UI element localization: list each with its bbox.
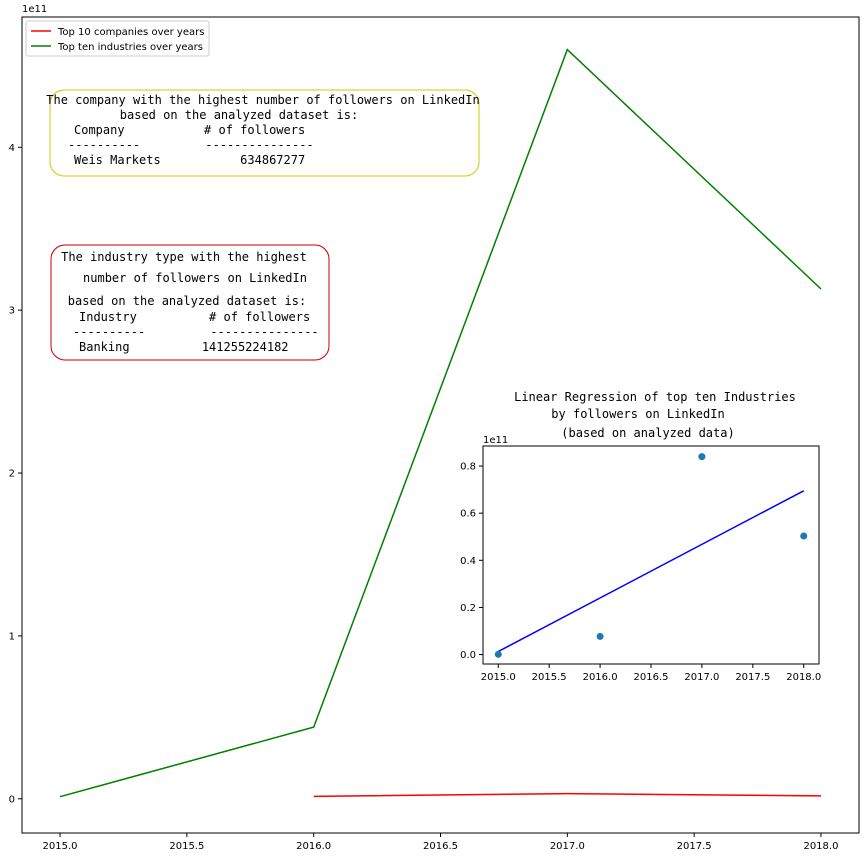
main-x-tick-label: 2018.0 [803,841,838,852]
main-y-tick-label: 4 [9,143,15,154]
inset-x-tick-label: 2017.5 [735,672,770,683]
main-series [59,48,822,798]
inset-y-ticks: 0.0 0.2 0.4 0.6 0.8 [460,462,483,661]
inset-title-line: (based on analyzed data) [561,426,734,440]
inset-y-tick-label: 0.0 [460,650,476,661]
company-annotation-line: Company # of followers [74,123,305,137]
company-annotation-line: Weis Markets 634867277 [74,153,305,167]
inset-y-tick-label: 0.2 [460,603,476,614]
series-line-industries [59,48,822,798]
industry-annotation: The industry type with the highest numbe… [50,244,330,361]
regression-line [497,490,805,653]
main-y-tick-label: 3 [9,306,15,317]
inset-title-line: Linear Regression of top ten Industries [514,390,796,404]
company-annotation-line: based on the analyzed dataset is: [120,108,358,122]
industry-annotation-line: Industry # of followers [79,310,310,324]
company-annotation: The company with the highest number of f… [46,89,480,177]
main-y-tick-label: 2 [9,469,15,480]
main-x-tick-label: 2017.5 [677,841,712,852]
main-offset-label: 1e11 [22,4,47,15]
inset-x-tick-label: 2018.0 [786,672,821,683]
main-x-tick-label: 2015.0 [43,841,78,852]
company-annotation-line: The company with the highest number of f… [46,93,479,107]
industry-annotation-box [50,244,330,361]
scatter-point [494,650,502,658]
inset-series [494,453,808,658]
scatter-point [596,632,604,640]
series-line-companies [313,792,822,798]
inset-x-ticks: 2015.0 2015.5 2016.0 2016.5 2017.0 2017.5 2018… [481,664,821,683]
legend: Top 10 companies over years Top ten indu… [25,20,210,57]
industry-annotation-line: Banking 141255224182 [79,340,289,354]
industry-annotation-line: based on the analyzed dataset is: [68,294,306,308]
main-x-tick-label: 2017.0 [550,841,585,852]
scatter-point [698,453,706,461]
industry-annotation-line: ---------- --------------- [73,325,319,339]
inset-x-tick-label: 2015.5 [532,672,567,683]
industry-annotation-line: number of followers on LinkedIn [83,271,307,285]
inset-x-tick-label: 2016.5 [634,672,669,683]
company-annotation-line: ---------- --------------- [68,138,314,152]
inset-y-tick-label: 0.6 [460,509,476,520]
main-x-tick-label: 2015.5 [169,841,204,852]
inset-x-tick-label: 2015.0 [481,672,516,683]
inset-x-tick-label: 2016.0 [583,672,618,683]
main-y-ticks: 0 1 2 3 4 [9,143,22,805]
main-y-tick-label: 1 [9,631,15,642]
inset-offset-label: 1e11 [483,435,508,446]
company-annotation-box [49,89,480,177]
inset-title: Linear Regression of top ten Industries … [514,390,796,440]
legend-label-companies: Top 10 companies over years [57,27,204,38]
inset-x-tick-label: 2017.0 [684,672,719,683]
inset-title-line: by followers on LinkedIn [551,407,724,421]
legend-box [25,20,210,57]
scatter-point [800,532,808,540]
inset-y-tick-label: 0.8 [460,462,476,473]
industry-annotation-line: The industry type with the highest [61,250,307,264]
main-x-tick-label: 2016.0 [296,841,331,852]
main-x-tick-label: 2016.5 [423,841,458,852]
main-y-tick-label: 0 [9,794,15,805]
legend-label-industries: Top ten industries over years [57,42,203,53]
main-x-ticks: 2015.0 2015.5 2016.0 2016.5 2017.0 2017.5 2018… [43,833,838,852]
inset-plot-area [482,445,820,665]
inset-y-tick-label: 0.4 [460,556,476,567]
